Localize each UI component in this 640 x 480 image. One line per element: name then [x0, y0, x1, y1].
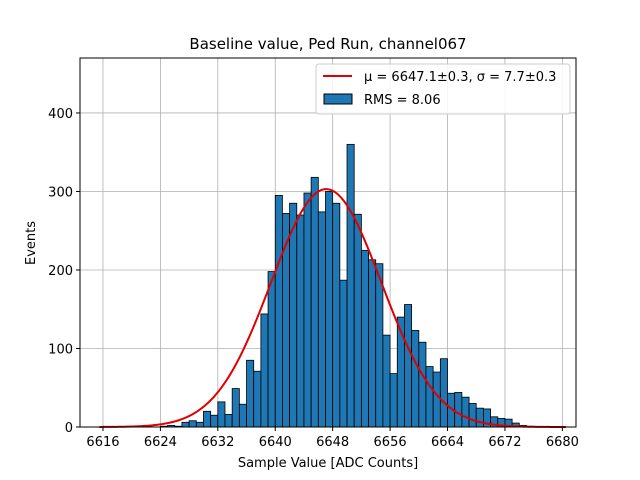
- gaussian-fit-curve: [99, 188, 566, 428]
- histogram-bar: [238, 403, 247, 428]
- y-tick-label: 300: [48, 185, 73, 200]
- y-tick-label: 400: [48, 107, 73, 122]
- histogram-bar: [454, 392, 463, 428]
- x-tick-label: 6632: [201, 435, 234, 450]
- x-tick-label: 6648: [316, 435, 349, 450]
- y-tick-label: 100: [48, 342, 73, 357]
- histogram-bar: [432, 371, 441, 428]
- histogram-bar: [289, 202, 298, 428]
- histogram-bars: [159, 143, 535, 428]
- histogram-bar: [231, 388, 240, 428]
- histogram-bar: [461, 396, 470, 428]
- histogram-bar: [303, 192, 312, 428]
- histogram-bar: [404, 304, 413, 428]
- histogram-bar: [439, 358, 448, 428]
- histogram-bar: [317, 211, 326, 428]
- histogram-bar: [475, 407, 484, 428]
- x-tick-label: 6616: [86, 435, 119, 450]
- chart-title: Baseline value, Ped Run, channel067: [189, 35, 466, 53]
- legend-fit-label: μ = 6647.1±0.3, σ = 7.7±0.3: [364, 70, 556, 85]
- histogram-bar: [310, 176, 319, 428]
- x-tick-label: 6656: [374, 435, 407, 450]
- histogram-bar: [368, 259, 377, 428]
- x-axis-title: Sample Value [ADC Counts]: [238, 456, 418, 471]
- histogram-bar: [210, 414, 219, 428]
- histogram-bar: [274, 194, 283, 428]
- histogram-bar: [260, 313, 269, 428]
- histogram-bar: [332, 202, 341, 428]
- legend-rms-label: RMS = 8.06: [364, 93, 441, 108]
- plot-frame: [79, 57, 577, 428]
- y-axis-ticks: 0 100 200 300 400: [48, 107, 80, 436]
- x-tick-label: 6672: [488, 435, 521, 450]
- histogram-bar: [339, 279, 348, 428]
- histogram-bar: [267, 271, 276, 428]
- legend-bar-swatch: [323, 93, 353, 105]
- histogram-bar: [224, 414, 233, 428]
- histogram-bar: [325, 191, 334, 428]
- x-tick-label: 6624: [144, 435, 177, 450]
- y-tick-label: 200: [48, 264, 73, 279]
- histogram-bar: [418, 341, 427, 428]
- histogram-bar: [389, 373, 398, 428]
- histogram-bar: [411, 330, 420, 428]
- y-tick-label: 0: [65, 421, 73, 436]
- histogram-bar: [188, 420, 197, 428]
- histogram-bar: [246, 359, 255, 428]
- x-tick-label: 6664: [431, 435, 464, 450]
- histogram-bar: [296, 214, 305, 428]
- histogram-bar: [353, 213, 362, 428]
- histogram-bar: [425, 366, 434, 428]
- legend-box: [315, 63, 571, 115]
- histogram-bar: [382, 334, 391, 428]
- y-axis-title: Events: [24, 221, 39, 265]
- histogram-bar: [346, 143, 355, 428]
- x-tick-label: 6680: [546, 435, 579, 450]
- legend: μ = 6647.1±0.3, σ = 7.7±0.3 RMS = 8.06: [315, 63, 571, 115]
- histogram-bar: [217, 401, 226, 428]
- histogram-bar: [375, 263, 384, 428]
- histogram-bar: [360, 249, 369, 428]
- histogram-bar: [203, 410, 212, 428]
- x-axis-ticks: 6616 6624 6632 6640 6648 6656 6664 6672 6680: [86, 427, 579, 450]
- histogram-bar: [195, 421, 204, 428]
- histogram-bar: [468, 403, 477, 428]
- histogram-bar: [181, 421, 190, 428]
- x-tick-label: 6640: [259, 435, 292, 450]
- histogram-bar: [253, 370, 262, 428]
